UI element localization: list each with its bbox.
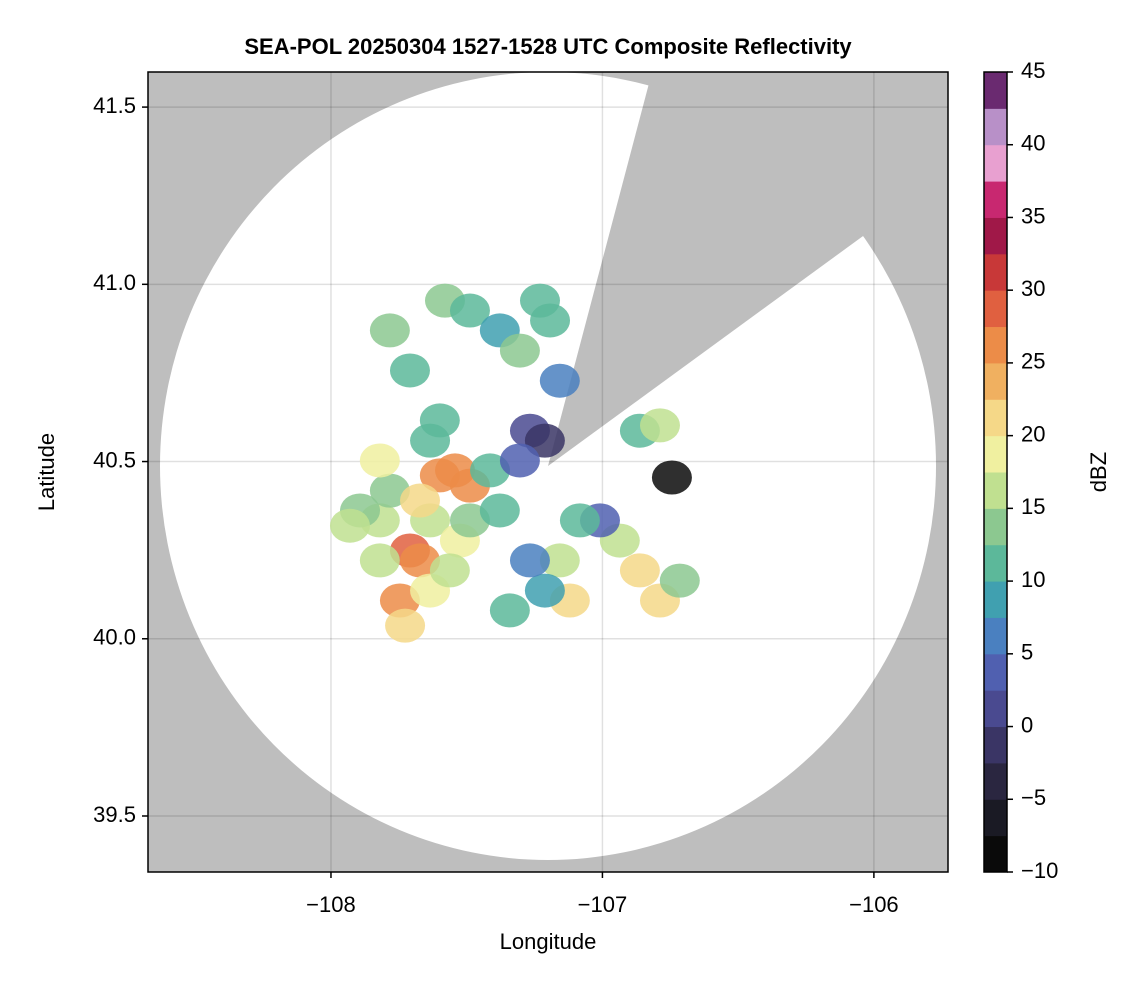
- echo-cell: [400, 483, 441, 518]
- echo-cell: [329, 508, 370, 543]
- x-tick-label: −108: [306, 892, 356, 917]
- x-tick-label: −106: [849, 892, 899, 917]
- echo-cell: [479, 493, 520, 528]
- y-axis-label: Latitude: [34, 433, 59, 511]
- echo-cell: [539, 543, 580, 578]
- colorbar-tick-label: 0: [1021, 712, 1033, 737]
- echo-cell: [651, 460, 692, 495]
- echo-cell: [359, 443, 400, 478]
- blocked-sector: [548, 72, 948, 466]
- colorbar-bin: [984, 399, 1007, 437]
- colorbar-bin: [984, 217, 1007, 255]
- colorbar-bin: [984, 326, 1007, 364]
- echo-cell: [489, 593, 530, 628]
- grid: [148, 72, 948, 872]
- echo-cell: [519, 283, 560, 318]
- echo-cell: [359, 543, 400, 578]
- colorbar-tick-label: 10: [1021, 567, 1045, 592]
- echo-cell: [509, 543, 550, 578]
- colorbar-tick-label: 20: [1021, 421, 1045, 446]
- colorbar-tick-label: 45: [1021, 58, 1045, 83]
- echo-cell: [369, 313, 410, 348]
- x-tick-label: −107: [578, 892, 628, 917]
- colorbar-tick-label: 35: [1021, 203, 1045, 228]
- echo-cell: [385, 608, 426, 643]
- echo-cell: [524, 573, 565, 608]
- echo-cell: [435, 453, 476, 488]
- colorbar-bin: [984, 108, 1007, 146]
- colorbar-bin: [984, 362, 1007, 400]
- echo-cell: [499, 443, 540, 478]
- colorbar-bin: [984, 181, 1007, 218]
- y-tick-label: 40.0: [93, 625, 136, 650]
- echoes: [329, 283, 700, 643]
- echo-cell: [639, 408, 680, 443]
- colorbar-bin: [984, 581, 1007, 618]
- colorbar-bin: [984, 290, 1007, 328]
- colorbar-bin: [984, 835, 1007, 873]
- echo-cell: [619, 553, 660, 588]
- echo-cell: [369, 473, 410, 508]
- colorbar-tick-label: 30: [1021, 276, 1045, 301]
- y-tick-label: 39.5: [93, 802, 136, 827]
- echo-cell: [559, 503, 600, 538]
- echo-cell: [389, 353, 430, 388]
- colorbar-label: dBZ: [1086, 452, 1111, 492]
- colorbar-bin: [984, 690, 1007, 728]
- colorbar-bin: [984, 508, 1007, 546]
- echo-cell: [429, 553, 470, 588]
- colorbar-bin: [984, 544, 1007, 582]
- echo-cell: [379, 583, 420, 618]
- colorbar-bin: [984, 253, 1007, 291]
- y-tick-label: 40.5: [93, 447, 136, 472]
- colorbar: −10 −5 0 5 10 15 20 25 30 35 40 45: [983, 58, 1058, 883]
- coverage: [160, 72, 948, 860]
- y-tick-label: 41.5: [93, 93, 136, 118]
- echo-cell: [419, 403, 460, 438]
- colorbar-bin: [984, 762, 1007, 800]
- plot-frame: [147, 71, 949, 873]
- colorbar-tick-label: −5: [1021, 785, 1046, 810]
- colorbar-bin: [984, 617, 1007, 655]
- colorbar-bin: [984, 72, 1007, 109]
- colorbar-bin: [984, 435, 1007, 473]
- echo-cell: [539, 363, 580, 398]
- colorbar-bin: [984, 472, 1007, 509]
- echo-cell: [449, 293, 490, 328]
- y-tick-label: 41.0: [93, 270, 136, 295]
- colorbar-tick-label: 5: [1021, 640, 1033, 665]
- echo-cell: [659, 563, 700, 598]
- colorbar-frame: [983, 71, 1008, 873]
- colorbar-tick-label: −10: [1021, 858, 1058, 883]
- chart-title: SEA-POL 20250304 1527-1528 UTC Composite…: [244, 34, 852, 59]
- echo-cell: [499, 333, 540, 368]
- colorbar-tick-label: 25: [1021, 349, 1045, 374]
- colorbar-bin: [984, 726, 1007, 764]
- colorbar-bin: [984, 799, 1007, 837]
- colorbar-tick-label: 40: [1021, 131, 1045, 156]
- x-axis-label: Longitude: [500, 929, 597, 954]
- echo-cell: [524, 423, 565, 458]
- colorbar-bin: [984, 653, 1007, 691]
- colorbar-tick-label: 15: [1021, 494, 1045, 519]
- colorbar-bin: [984, 144, 1007, 182]
